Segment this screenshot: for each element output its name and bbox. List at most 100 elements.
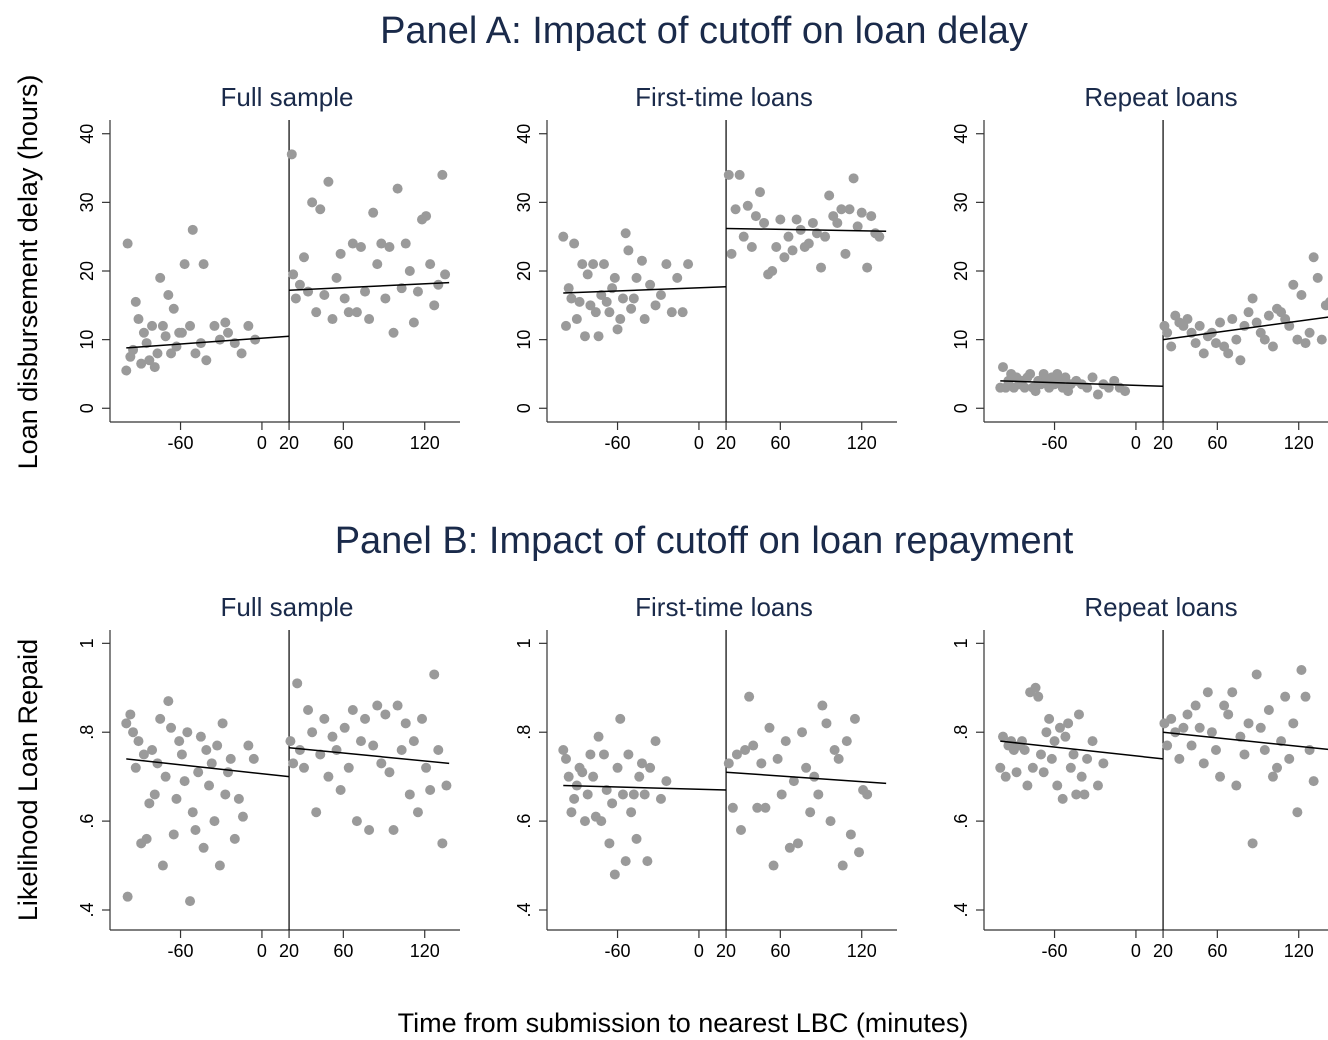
subplot: First-time loans .4 .6 .8 1 -60 0 20 60 120 bbox=[514, 592, 897, 961]
point bbox=[433, 745, 444, 755]
point bbox=[335, 785, 346, 795]
point bbox=[577, 259, 588, 270]
point bbox=[408, 317, 419, 328]
point bbox=[1202, 687, 1213, 698]
point bbox=[841, 736, 852, 747]
y-tick-label: .8 bbox=[77, 725, 97, 740]
point bbox=[421, 211, 432, 222]
point bbox=[1182, 709, 1193, 720]
x-tick-label: 20 bbox=[1153, 433, 1173, 453]
point bbox=[767, 266, 778, 276]
point bbox=[1190, 700, 1201, 711]
point bbox=[392, 183, 403, 194]
point bbox=[355, 736, 366, 747]
point bbox=[740, 745, 751, 755]
fit-line bbox=[563, 784, 727, 791]
point bbox=[290, 293, 301, 304]
point bbox=[760, 802, 771, 813]
x-tick-label: 120 bbox=[410, 433, 440, 453]
point bbox=[195, 731, 206, 742]
point bbox=[821, 718, 832, 729]
point bbox=[388, 825, 399, 835]
subplot-title: First-time loans bbox=[635, 592, 813, 622]
point bbox=[355, 241, 366, 252]
point bbox=[331, 272, 342, 283]
point bbox=[1060, 372, 1071, 383]
point bbox=[1296, 665, 1307, 675]
point bbox=[376, 758, 387, 769]
fit-line bbox=[126, 758, 290, 778]
x-tick-label: -60 bbox=[1042, 941, 1068, 961]
point bbox=[1068, 749, 1079, 760]
point bbox=[174, 736, 185, 747]
point bbox=[820, 231, 831, 242]
point bbox=[185, 896, 196, 907]
point bbox=[201, 745, 212, 755]
point bbox=[1076, 771, 1087, 782]
point bbox=[593, 731, 604, 742]
point bbox=[1054, 722, 1065, 733]
point bbox=[1087, 372, 1098, 383]
subplot: Repeat loans 0 10 20 30 40 -60 0 20 60 120 bbox=[951, 82, 1328, 453]
point bbox=[1079, 789, 1090, 800]
point bbox=[1044, 713, 1055, 724]
point bbox=[779, 252, 790, 263]
fit-line bbox=[1162, 316, 1328, 341]
point bbox=[997, 731, 1008, 742]
point bbox=[339, 293, 350, 304]
point bbox=[756, 758, 767, 769]
point bbox=[1006, 736, 1017, 747]
point bbox=[569, 793, 580, 804]
point bbox=[285, 736, 296, 747]
point bbox=[372, 259, 383, 270]
point bbox=[417, 713, 428, 724]
point bbox=[1227, 687, 1238, 698]
x-tick-label: 60 bbox=[770, 941, 790, 961]
point bbox=[331, 745, 342, 755]
x-tick-label: 60 bbox=[333, 433, 353, 453]
point bbox=[229, 833, 240, 844]
point bbox=[152, 348, 163, 359]
point bbox=[776, 789, 787, 800]
point bbox=[628, 789, 639, 800]
point bbox=[750, 211, 761, 222]
point bbox=[388, 327, 399, 338]
x-tick-label: 0 bbox=[1131, 433, 1141, 453]
point bbox=[1235, 731, 1246, 742]
point bbox=[209, 320, 220, 331]
point bbox=[223, 327, 234, 338]
point bbox=[1030, 682, 1041, 693]
point bbox=[791, 214, 802, 225]
point bbox=[136, 358, 147, 369]
x-tick-label: 0 bbox=[257, 941, 267, 961]
point bbox=[604, 838, 615, 849]
point bbox=[1162, 327, 1173, 338]
point bbox=[752, 802, 763, 813]
point bbox=[1030, 386, 1041, 397]
point bbox=[1198, 348, 1209, 359]
fit-line bbox=[126, 335, 290, 349]
point bbox=[236, 348, 247, 359]
point bbox=[380, 709, 391, 720]
point bbox=[807, 217, 818, 228]
point bbox=[149, 362, 160, 373]
point bbox=[243, 740, 254, 751]
x-tick-label: 0 bbox=[694, 433, 704, 453]
y-tick-label: 1 bbox=[514, 638, 534, 648]
point bbox=[319, 290, 330, 301]
subplot: Repeat loans .4 .6 .8 1 -60 0 20 60 120 bbox=[951, 592, 1328, 961]
y-tick-label: 10 bbox=[951, 330, 971, 350]
point bbox=[168, 303, 179, 314]
y-axis-label: Likelihood Loan Repaid bbox=[13, 639, 43, 921]
point bbox=[1198, 758, 1209, 769]
point bbox=[1027, 762, 1038, 773]
point bbox=[650, 300, 661, 311]
point bbox=[198, 259, 209, 270]
point bbox=[615, 713, 626, 724]
y-tick-label: .4 bbox=[951, 902, 971, 917]
point bbox=[577, 767, 588, 778]
point bbox=[1223, 348, 1234, 359]
point bbox=[294, 279, 305, 290]
fit-line bbox=[289, 281, 450, 291]
point bbox=[582, 789, 593, 800]
